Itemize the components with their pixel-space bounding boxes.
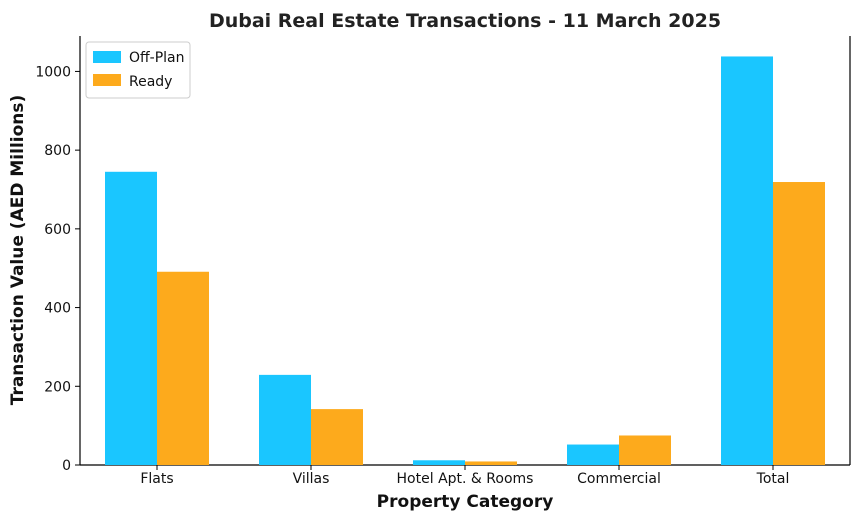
legend: Off-Plan Ready (85, 41, 191, 99)
chart-title: Dubai Real Estate Transactions - 11 Marc… (209, 10, 721, 32)
y-axis-label: Transaction Value (AED Millions) (8, 95, 28, 406)
x-ticks-group: Flats Villas Hotel Apt. & Rooms Commercial T… (140, 465, 789, 487)
x-tick-label-commercial: Commercial (577, 471, 661, 487)
legend-label-ready: Ready (129, 74, 172, 90)
bar-ready-flats (157, 271, 209, 465)
y-tick-label: 200 (44, 379, 71, 395)
y-tick-label: 800 (44, 143, 71, 159)
bars-group (105, 56, 825, 465)
bar-off-plan-flats (105, 171, 157, 465)
y-tick-label: 1000 (35, 64, 71, 80)
x-axis-label: Property Category (377, 492, 554, 512)
x-tick-label-hotel-apt-rooms: Hotel Apt. & Rooms (397, 471, 534, 487)
bar-ready-total (773, 182, 825, 465)
x-tick-label-flats: Flats (140, 471, 173, 487)
y-tick-label: 600 (44, 222, 71, 238)
bar-off-plan-total (721, 56, 773, 465)
y-ticks-group: 0 200 400 600 800 1000 (35, 64, 80, 474)
bar-off-plan-hotel-apt-rooms (413, 460, 465, 465)
bar-ready-commercial (619, 435, 671, 465)
bar-ready-villas (311, 409, 363, 465)
y-tick-label: 400 (44, 301, 71, 317)
bar-ready-hotel-apt-rooms (465, 461, 517, 465)
x-tick-label-villas: Villas (293, 471, 330, 487)
legend-swatch-ready (93, 74, 121, 86)
bar-off-plan-villas (259, 374, 311, 465)
y-tick-label: 0 (62, 458, 71, 474)
legend-label-off-plan: Off-Plan (129, 50, 185, 66)
bar-off-plan-commercial (567, 444, 619, 465)
x-tick-label-total: Total (756, 471, 790, 487)
legend-swatch-off-plan (93, 51, 121, 63)
